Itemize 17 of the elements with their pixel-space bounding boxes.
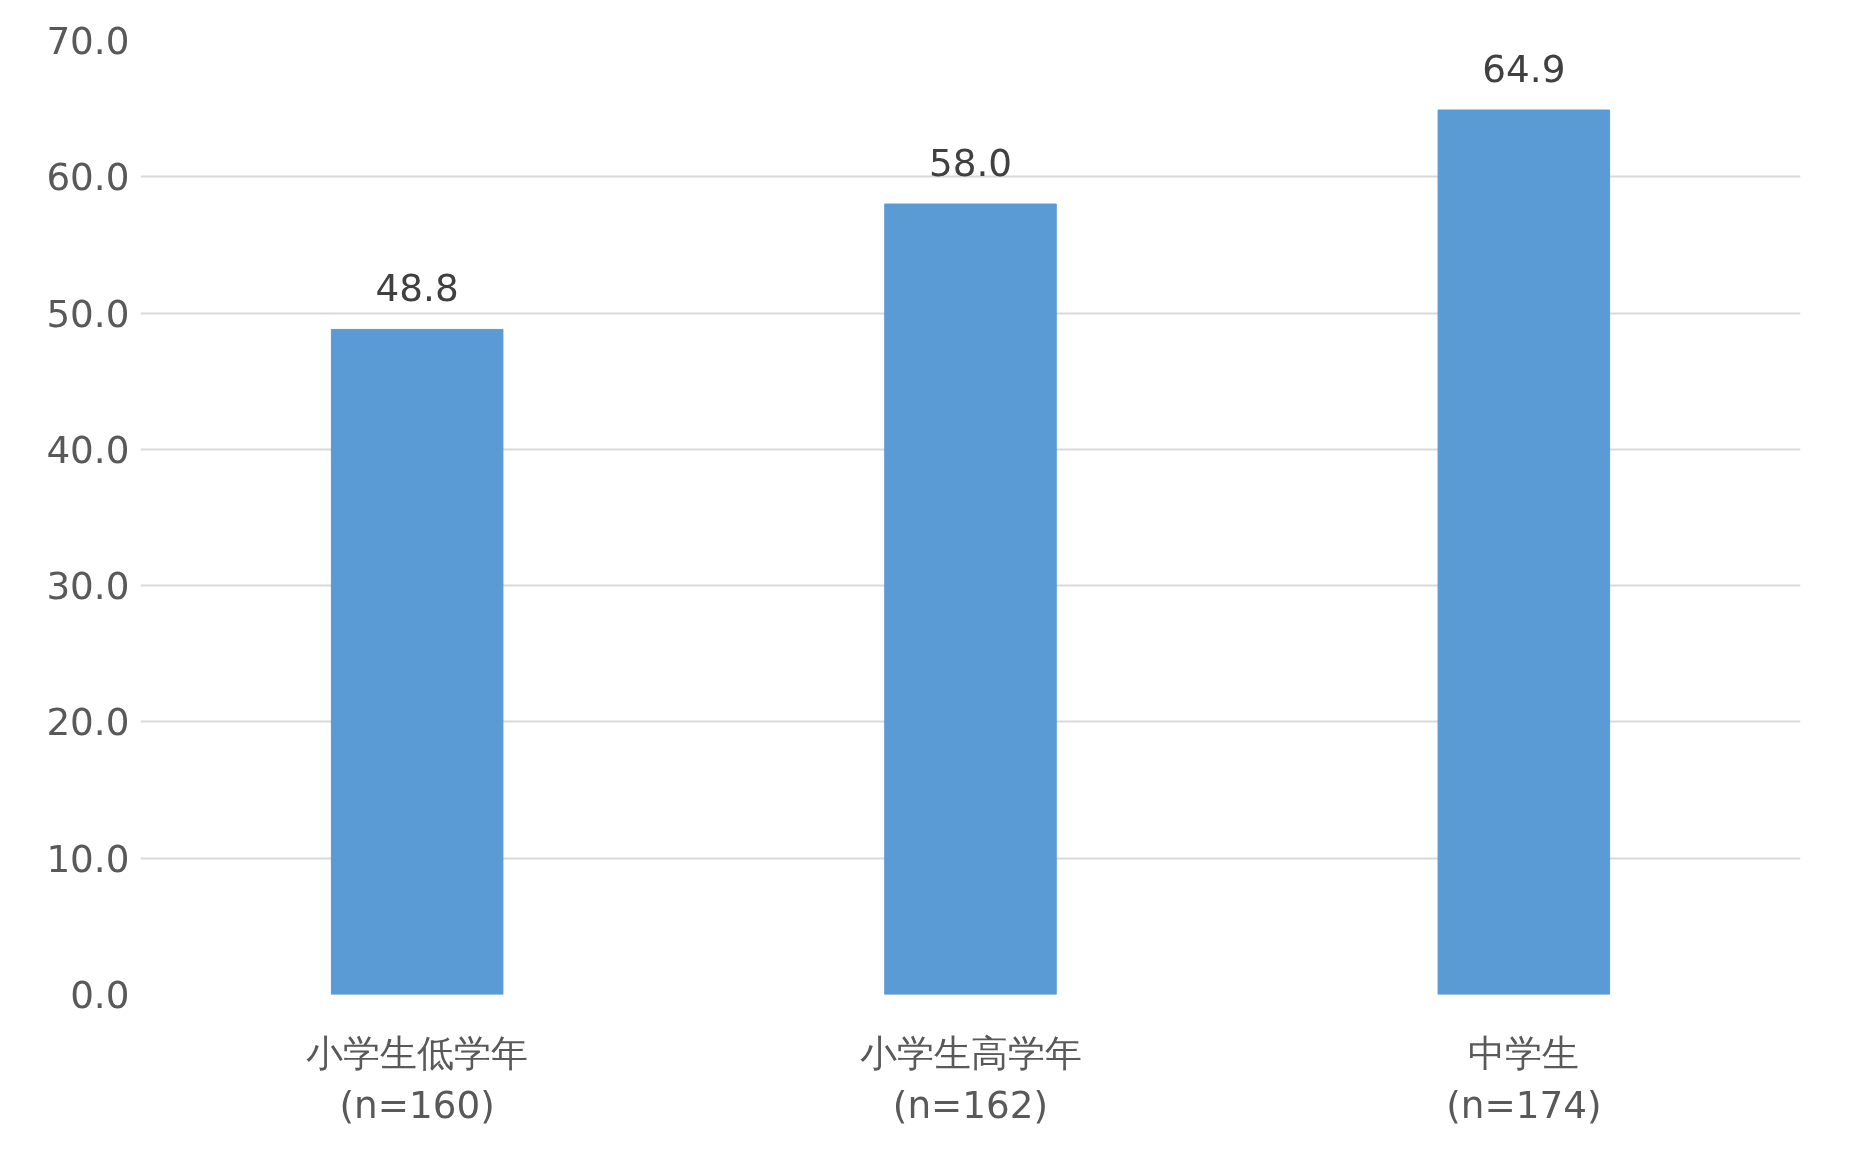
y-tick-label: 50.0 xyxy=(46,291,130,336)
y-tick-label: 40.0 xyxy=(46,427,130,472)
y-tick-label: 60.0 xyxy=(46,155,130,200)
data-label: 48.8 xyxy=(375,266,459,311)
data-label: 64.9 xyxy=(1482,47,1566,92)
y-tick-label: 30.0 xyxy=(46,564,130,609)
y-tick-label: 10.0 xyxy=(46,836,130,881)
x-tick-label: 小学生高学年 (n=162) xyxy=(859,1030,1082,1128)
bar xyxy=(330,328,504,995)
bar xyxy=(1437,109,1611,995)
x-tick-label: 中学生 (n=174) xyxy=(1446,1030,1602,1128)
x-tick-label: 小学生低学年 (n=160) xyxy=(306,1030,529,1128)
bar xyxy=(884,203,1057,995)
y-tick-label: 20.0 xyxy=(46,700,130,745)
y-tick-label: 0.0 xyxy=(70,973,130,1017)
y-tick-label: 70.0 xyxy=(46,19,130,63)
data-label: 58.0 xyxy=(928,141,1013,186)
